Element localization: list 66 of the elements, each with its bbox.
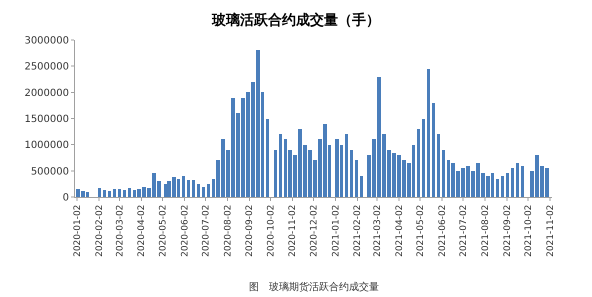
bar [335,139,339,197]
bar [197,184,200,197]
x-tick-label: 2021-06-02 [438,204,448,257]
y-tick-label: 500000 [30,166,69,178]
bar [360,176,363,197]
bar [108,191,111,197]
x-tick-label: 2021-05-02 [416,204,426,257]
y-tick-label: 1500000 [24,114,69,125]
bar [432,103,435,197]
x-tick-label: 2020-03-02 [115,204,126,257]
bar [521,166,524,197]
bar [501,176,504,197]
bar [118,189,121,197]
bar [355,160,358,197]
bar [123,190,126,197]
bar [182,176,185,197]
x-tick-label: 2021-01-02 [331,204,342,257]
y-tick-label: 1000000 [24,140,69,152]
chart-title: 玻璃活跃合约成交量（手） [211,12,380,29]
bar [113,189,116,197]
x-tick-label: 2021-04-02 [394,204,405,257]
x-tick-label: 2021-03-02 [372,204,383,257]
bar [187,180,190,197]
bar [496,179,499,197]
bar [442,150,445,197]
bar [98,188,101,197]
bar [427,69,430,197]
x-tick-label: 2020-08-02 [223,204,234,257]
bar [266,119,269,197]
bar [164,184,167,197]
bar [207,184,210,197]
x-tick-label: 2020-07-02 [201,204,212,257]
x-tick-label: 2020-09-02 [245,204,256,257]
y-tick-label: 2500000 [24,62,69,73]
x-tick-label: 2020-12-02 [309,204,320,257]
x-tick-label: 2020-10-02 [266,204,276,257]
bar [417,129,420,197]
x-tick-label: 2021-02-02 [353,204,364,257]
x-tick-label: 2021-08-02 [480,204,491,257]
bar [506,173,509,197]
y-tick-label: 3000000 [24,36,69,46]
x-tick-label: 2020-05-02 [158,204,168,257]
bar [516,163,519,197]
x-tick-label: 2020-01-02 [73,204,84,257]
x-tick-label: 2021-10-02 [524,204,534,257]
y-tick-label: 2000000 [24,88,69,99]
bar [192,180,195,197]
x-tick-label: 2021-07-02 [459,204,470,257]
x-tick-label: 2021-09-02 [502,204,513,257]
bar [350,150,353,197]
bar [274,150,277,197]
x-tick-label: 2021-11-02 [546,204,556,257]
bar [103,190,106,197]
bar [279,134,282,197]
bar [437,134,440,197]
x-tick-label: 2020-11-02 [288,204,298,257]
bar [422,119,425,197]
y-tick-label: 0 [62,192,69,204]
bar [511,168,514,197]
x-tick-label: 2020-02-02 [94,204,105,257]
text: 图 玻璃期货活跃合约成交量 [249,281,379,293]
x-tick-label: 2020-04-02 [137,204,148,257]
x-tick-label: 2020-06-02 [180,204,190,257]
bar [128,188,131,197]
bar [202,187,205,197]
bar [345,134,348,197]
